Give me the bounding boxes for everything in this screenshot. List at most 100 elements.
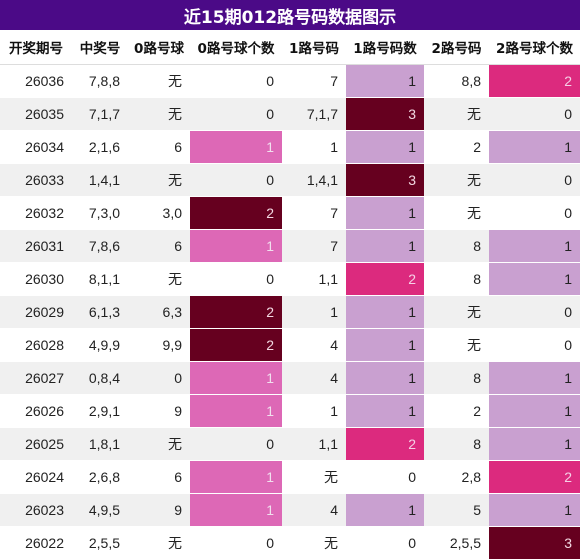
road0-count-cell: 0	[190, 262, 282, 296]
header-road2: 2路号码	[424, 30, 489, 65]
table-row: 26023 4,9,5 9 1 4 1 5 1	[0, 493, 580, 527]
road0-count-cell: 1	[190, 394, 282, 428]
road2-count-cell: 0	[489, 328, 580, 362]
road2-count-cell: 0	[489, 295, 580, 329]
road1-count-cell: 1	[346, 295, 424, 329]
number-cell: 2,5,5	[72, 526, 128, 560]
table-row: 26032 7,3,0 3,0 2 7 1 无 0	[0, 196, 580, 230]
road2-count-cell: 3	[489, 526, 580, 560]
period-cell: 26024	[0, 460, 72, 494]
road0-count-cell: 1	[190, 229, 282, 263]
road0-cell: 无	[128, 526, 190, 560]
road0-count-cell: 2	[190, 328, 282, 362]
number-cell: 7,8,6	[72, 229, 128, 263]
road0-count-cell: 1	[190, 460, 282, 494]
road2-count-cell: 1	[489, 229, 580, 263]
road2-cell: 无	[424, 97, 489, 131]
table-row: 26030 8,1,1 无 0 1,1 2 8 1	[0, 262, 580, 296]
header-row: 开奖期号 中奖号 0路号球 0路号球个数 1路号码 1路号码数 2路号码 2路号…	[0, 30, 580, 65]
road0-cell: 无	[128, 427, 190, 461]
road1-cell: 7,1,7	[282, 97, 346, 131]
header-road1-count: 1路号码数	[346, 30, 424, 65]
number-cell: 7,8,8	[72, 64, 128, 98]
road0-count-cell: 1	[190, 130, 282, 164]
road1-cell: 4	[282, 361, 346, 395]
road0-cell: 0	[128, 361, 190, 395]
road0-cell: 3,0	[128, 196, 190, 230]
road2-cell: 8	[424, 262, 489, 296]
number-cell: 2,9,1	[72, 394, 128, 428]
road1-count-cell: 3	[346, 97, 424, 131]
page-title: 近15期012路号码数据图示	[0, 0, 580, 30]
table-row: 26026 2,9,1 9 1 1 1 2 1	[0, 394, 580, 428]
number-cell: 2,1,6	[72, 130, 128, 164]
road1-count-cell: 1	[346, 64, 424, 98]
table-row: 26028 4,9,9 9,9 2 4 1 无 0	[0, 328, 580, 362]
data-table: 开奖期号 中奖号 0路号球 0路号球个数 1路号码 1路号码数 2路号码 2路号…	[0, 30, 580, 560]
table-row: 26024 2,6,8 6 1 无 0 2,8 2	[0, 460, 580, 494]
road2-cell: 无	[424, 196, 489, 230]
road0-count-cell: 1	[190, 493, 282, 527]
road0-cell: 无	[128, 163, 190, 197]
road1-count-cell: 2	[346, 427, 424, 461]
road1-count-cell: 0	[346, 526, 424, 560]
road2-cell: 2	[424, 130, 489, 164]
number-cell: 2,6,8	[72, 460, 128, 494]
road2-cell: 5	[424, 493, 489, 527]
road1-cell: 无	[282, 460, 346, 494]
road1-cell: 1,4,1	[282, 163, 346, 197]
road0-count-cell: 2	[190, 196, 282, 230]
period-cell: 26034	[0, 130, 72, 164]
road1-count-cell: 1	[346, 196, 424, 230]
period-cell: 26031	[0, 229, 72, 263]
road0-cell: 9	[128, 394, 190, 428]
road1-cell: 7	[282, 229, 346, 263]
period-cell: 26030	[0, 262, 72, 296]
period-cell: 26025	[0, 427, 72, 461]
road1-cell: 4	[282, 328, 346, 362]
road1-cell: 无	[282, 526, 346, 560]
road2-count-cell: 2	[489, 64, 580, 98]
number-cell: 7,1,7	[72, 97, 128, 131]
period-cell: 26028	[0, 328, 72, 362]
period-cell: 26035	[0, 97, 72, 131]
road1-count-cell: 2	[346, 262, 424, 296]
road2-cell: 无	[424, 163, 489, 197]
table-row: 26036 7,8,8 无 0 7 1 8,8 2	[0, 64, 580, 98]
number-cell: 1,8,1	[72, 427, 128, 461]
road1-cell: 7	[282, 196, 346, 230]
road2-cell: 2,8	[424, 460, 489, 494]
road1-count-cell: 0	[346, 460, 424, 494]
road2-cell: 8	[424, 427, 489, 461]
period-cell: 26022	[0, 526, 72, 560]
road0-count-cell: 0	[190, 526, 282, 560]
road1-count-cell: 1	[346, 394, 424, 428]
number-cell: 4,9,9	[72, 328, 128, 362]
period-cell: 26036	[0, 64, 72, 98]
road2-count-cell: 1	[489, 394, 580, 428]
road2-count-cell: 2	[489, 460, 580, 494]
table-row: 26025 1,8,1 无 0 1,1 2 8 1	[0, 427, 580, 461]
table-row: 26033 1,4,1 无 0 1,4,1 3 无 0	[0, 163, 580, 197]
road0-count-cell: 0	[190, 97, 282, 131]
road2-cell: 2,5,5	[424, 526, 489, 560]
road0-cell: 6	[128, 229, 190, 263]
road0-cell: 6	[128, 460, 190, 494]
period-cell: 26026	[0, 394, 72, 428]
road0-count-cell: 2	[190, 295, 282, 329]
road0-count-cell: 0	[190, 163, 282, 197]
header-number: 中奖号	[72, 30, 128, 65]
table-row: 26022 2,5,5 无 0 无 0 2,5,5 3	[0, 526, 580, 560]
header-road0-count: 0路号球个数	[190, 30, 282, 65]
number-cell: 0,8,4	[72, 361, 128, 395]
road0-cell: 9,9	[128, 328, 190, 362]
road0-cell: 无	[128, 262, 190, 296]
road0-count-cell: 1	[190, 361, 282, 395]
road1-cell: 1	[282, 295, 346, 329]
road1-count-cell: 1	[346, 361, 424, 395]
table-row: 26027 0,8,4 0 1 4 1 8 1	[0, 361, 580, 395]
road2-count-cell: 1	[489, 130, 580, 164]
period-cell: 26027	[0, 361, 72, 395]
road2-cell: 8,8	[424, 64, 489, 98]
road2-count-cell: 1	[489, 427, 580, 461]
